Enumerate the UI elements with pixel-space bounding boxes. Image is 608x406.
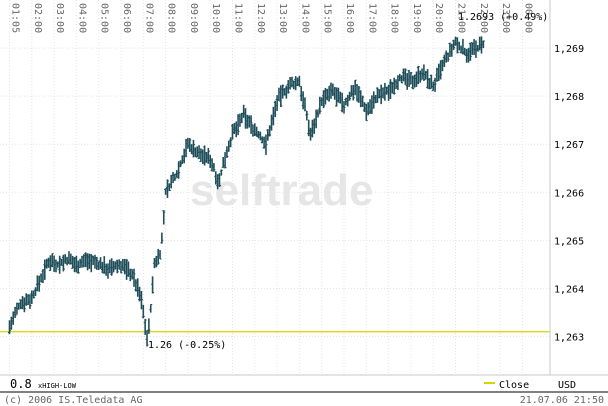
y-tick-label: 1,269: [554, 44, 584, 55]
x-tick-label: 19:00: [411, 3, 422, 33]
mode-selector[interactable]: xHIGH-LOW: [38, 382, 77, 390]
y-tick-label: 1,264: [554, 284, 584, 295]
y-tick-label: 1,267: [554, 140, 584, 151]
high-annotation: 1.2693 (+0.49%): [458, 12, 548, 23]
x-axis-labels: 01:05 02:00 03:00 04:00 05:00 06:00 07:00 08:00…: [10, 3, 534, 33]
x-tick-label: 03:00: [54, 3, 65, 33]
x-tick-label: 02:00: [32, 3, 43, 33]
x-tick-label: 16:00: [344, 3, 355, 33]
x-tick-label: 06:00: [121, 3, 132, 33]
x-tick-label: 04:00: [76, 3, 87, 33]
x-tick-label: 23:00: [500, 3, 511, 33]
x-tick-label: 18:00: [389, 3, 400, 33]
y-axis-labels: 1,263 1,264 1,265 1,266 1,267 1,268 1,269: [554, 44, 584, 343]
x-tick-label: 09:00: [188, 3, 199, 33]
x-tick-label: 22:00: [478, 3, 489, 33]
currency-label: USD: [558, 380, 576, 391]
x-tick-label: 21:00: [456, 3, 467, 33]
x-tick-label: 17:00: [366, 3, 377, 33]
y-tick-label: 1,266: [554, 188, 584, 199]
x-tick-label: 14:00: [299, 3, 310, 33]
copyright-text: (c) 2006 IS.Teledata AG: [4, 395, 142, 406]
y-tick-label: 1,268: [554, 92, 584, 103]
y-tick-label: 1,263: [554, 333, 584, 344]
x-tick-label: 00:00: [522, 3, 533, 33]
x-tick-label: 11:00: [233, 3, 244, 33]
x-tick-label: 08:00: [166, 3, 177, 33]
x-tick-label: 10:00: [210, 3, 221, 33]
x-tick-label: 01:05: [10, 3, 21, 33]
zoom-value[interactable]: 0.8: [10, 377, 32, 391]
low-annotation: 1.26 (-0.25%): [148, 340, 226, 351]
x-tick-label: 07:00: [143, 3, 154, 33]
x-tick-label: 20:00: [433, 3, 444, 33]
price-bars: [8, 36, 485, 347]
x-tick-label: 15:00: [322, 3, 333, 33]
close-legend-label: Close: [499, 380, 529, 391]
watermark: selftrade: [190, 166, 373, 215]
x-tick-label: 05:00: [99, 3, 110, 33]
timestamp-text: 21.07.06 21:50: [520, 395, 604, 406]
x-tick-label: 13:00: [277, 3, 288, 33]
x-tick-label: 12:00: [255, 3, 266, 33]
y-tick-label: 1,265: [554, 236, 584, 247]
